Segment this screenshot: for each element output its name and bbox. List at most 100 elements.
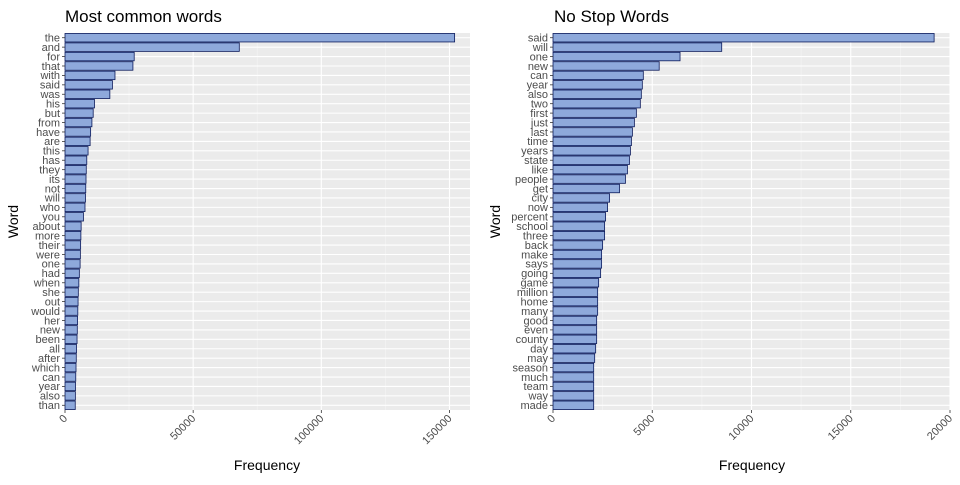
y-tick-label: were [35, 249, 60, 261]
bar-first [552, 108, 637, 118]
y-tick-label: has [42, 155, 60, 167]
y-tick-label: with [39, 70, 60, 82]
bar-just [552, 117, 635, 128]
bar-can [552, 70, 644, 81]
bar-way [552, 391, 595, 401]
y-tick-label: million [517, 287, 548, 299]
bar-who [64, 202, 86, 213]
y-tick-label: day [530, 344, 548, 356]
bar-may [552, 353, 596, 363]
y-tick-label: been [36, 334, 60, 346]
bar-their [64, 240, 82, 250]
y-tick-label: says [525, 259, 548, 271]
y-tick-label: first [530, 108, 548, 120]
bar-that [64, 61, 134, 71]
bar-also [64, 391, 76, 401]
y-tick-label: more [35, 230, 60, 242]
y-tick-label: just [530, 117, 548, 129]
y-tick-label: said [40, 80, 60, 92]
y-tick-label: had [42, 268, 60, 280]
y-tick-label: its [49, 174, 61, 186]
y-tick-label: which [31, 362, 60, 374]
y-tick-label: time [527, 136, 548, 148]
bar-out [64, 296, 79, 307]
y-tick-label: also [40, 391, 60, 403]
y-tick-label: was [39, 89, 60, 101]
bar-made [552, 400, 595, 410]
x-tick-label: 50000 [168, 413, 198, 443]
bar-said [552, 33, 935, 43]
bar-but [64, 108, 94, 118]
bar-million [552, 287, 599, 297]
bar-also [552, 89, 642, 99]
y-tick-label: this [43, 146, 61, 158]
x-tick-label: 15000 [826, 413, 856, 443]
y-tick-label: their [39, 240, 61, 252]
bar-had [64, 268, 80, 278]
y-tick-label: she [42, 287, 60, 299]
bar-was [64, 89, 111, 99]
y-tick-label: than [39, 400, 60, 412]
y-tick-label: school [516, 221, 548, 233]
x-tick-label: 10000 [727, 413, 757, 443]
y-tick-label: new [40, 325, 60, 337]
y-tick-label: new [528, 61, 548, 73]
bar-year [552, 80, 643, 90]
bar-with [64, 70, 116, 81]
bar-going [552, 268, 602, 278]
bar-which [64, 362, 77, 373]
bar-make [552, 249, 603, 260]
x-tick-label: 20000 [925, 413, 955, 443]
y-tick-label: about [32, 221, 60, 233]
bar-its [64, 174, 87, 184]
y-tick-label: when [33, 278, 60, 290]
y-tick-label: state [524, 155, 548, 167]
y-tick-label: make [521, 249, 548, 261]
bar-they [64, 165, 87, 175]
y-tick-label: and [42, 42, 60, 54]
bar-home [552, 296, 599, 307]
bar-will [64, 193, 86, 203]
y-tick-label: for [47, 51, 60, 63]
y-tick-label: that [42, 61, 60, 73]
bar-now [552, 202, 608, 213]
bar-percent [552, 212, 607, 222]
y-axis-title: Word [487, 205, 503, 238]
y-tick-label: but [45, 108, 60, 120]
y-tick-label: like [531, 164, 548, 176]
bar-have [64, 127, 92, 137]
y-tick-label: home [520, 296, 548, 308]
y-tick-label: back [525, 240, 549, 252]
bar-for [64, 51, 135, 62]
bar-season [552, 362, 595, 373]
y-tick-label: who [39, 202, 60, 214]
bar-are [64, 136, 91, 147]
bar-been [64, 334, 78, 344]
bar-more [64, 230, 82, 241]
bar-get [552, 183, 620, 194]
y-tick-label: one [530, 51, 548, 63]
bar-county [552, 334, 598, 344]
y-tick-label: not [45, 183, 60, 195]
bar-she [64, 287, 79, 297]
bar-can [64, 372, 77, 382]
x-axis-title: Frequency [719, 457, 785, 473]
chart-panel-1: theandforthatwithsaidwashisbutfromhavear… [5, 7, 470, 473]
bar-people [552, 174, 626, 184]
x-tick-label: 5000 [632, 413, 658, 439]
y-tick-label: may [527, 353, 548, 365]
y-tick-label: they [39, 164, 60, 176]
bar-about [64, 221, 82, 231]
y-tick-label: all [49, 344, 60, 356]
bar-much [552, 372, 595, 382]
y-tick-label: way [527, 391, 548, 403]
y-tick-label: going [521, 268, 548, 280]
chart-title: Most common words [65, 7, 222, 26]
y-tick-label: year [39, 381, 61, 393]
bar-like [552, 165, 628, 175]
bar-two [552, 99, 641, 109]
bar-even [552, 325, 598, 335]
y-tick-label: said [528, 33, 548, 45]
bar-three [552, 230, 606, 241]
bar-new [552, 61, 660, 71]
